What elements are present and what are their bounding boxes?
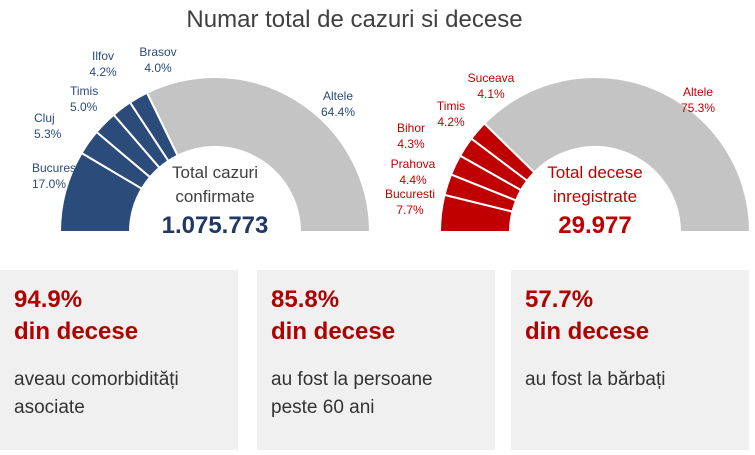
slice-category-label: Prahova [391, 157, 436, 171]
stat-card-gender: 57.7% din decese au fost la bărbați [511, 270, 749, 450]
deaths-half-donut: Bucuresti 7.7% Prahova 4.4% Bihor 4.3% Timis 4.… [385, 71, 752, 239]
slice-value-label: 7.7% [396, 203, 424, 217]
slice-value-label: 5.3% [34, 127, 62, 141]
stat-description: au fost la persoane peste 60 ani [271, 366, 481, 422]
chart-title: Numar total de cazuri si decese [186, 6, 523, 33]
slice-value-label: 4.0% [144, 61, 172, 75]
center-label-line: confirmate [175, 187, 254, 206]
slice-category-label: Cluj [34, 111, 55, 125]
stat-description-line: au fost la bărbați [525, 369, 666, 390]
slice-value-label: 4.2% [437, 115, 465, 129]
stat-description: au fost la bărbați [525, 366, 735, 394]
slice-value-label: 4.2% [89, 65, 117, 79]
donut-charts: Bucuresti 17.0% Cluj 5.3% Timis 5.0% Ilfov 4.2%… [32, 45, 752, 239]
stat-description-line: aveau comorbidități [14, 369, 179, 390]
slice-value-label: 4.4% [399, 173, 427, 187]
slice-category-label: Altele [683, 85, 713, 99]
stat-card-age: 85.8% din decese au fost la persoane pes… [257, 270, 495, 450]
slice-category-label: Timis [70, 84, 98, 98]
center-label-line: Total cazuri [172, 163, 258, 182]
center-label-line: inregistrate [553, 187, 637, 206]
slice-category-label: Brasov [139, 45, 176, 59]
stat-card-comorbidities: 94.9% din decese aveau comorbidități aso… [0, 270, 238, 450]
slice-value-label: 17.0% [32, 177, 66, 191]
slice-value-label: 4.1% [477, 87, 505, 101]
stat-subtitle: din decese [271, 318, 396, 345]
stat-subtitle: din decese [14, 318, 139, 345]
slice-value-label: 5.0% [70, 100, 98, 114]
cases-half-donut: Bucuresti 17.0% Cluj 5.3% Timis 5.0% Ilfov 4.2%… [32, 45, 372, 239]
slice-category-label: Bucuresti [385, 187, 435, 201]
stat-percent: 85.8% [271, 286, 340, 313]
center-total-value: 1.075.773 [162, 212, 269, 239]
slice-category-label: Bihor [397, 121, 425, 135]
slice-category-label: Altele [323, 89, 353, 103]
slice-value-label: 64.4% [321, 105, 355, 119]
stat-percent: 57.7% [525, 286, 594, 313]
slice-category-label: Ilfov [92, 49, 114, 63]
slice-category-label: Bucuresti [32, 161, 82, 175]
stat-description-line: au fost la persoane [271, 369, 433, 390]
center-total-value: 29.977 [558, 212, 631, 239]
stat-description-line: peste 60 ani [271, 397, 375, 418]
slice-value-label: 4.3% [397, 137, 425, 151]
stat-percent: 94.9% [14, 286, 83, 313]
stat-description: aveau comorbidități asociate [14, 366, 224, 422]
slice-value-label: 75.3% [681, 101, 715, 115]
slice-category-label: Suceava [468, 71, 515, 85]
stat-subtitle: din decese [525, 318, 650, 345]
donut-slice-altele [145, 76, 372, 233]
center-label-line: Total decese [547, 163, 642, 182]
donut-slice-altele [482, 76, 752, 233]
stat-description-line: asociate [14, 397, 85, 418]
slice-category-label: Timis [437, 99, 465, 113]
